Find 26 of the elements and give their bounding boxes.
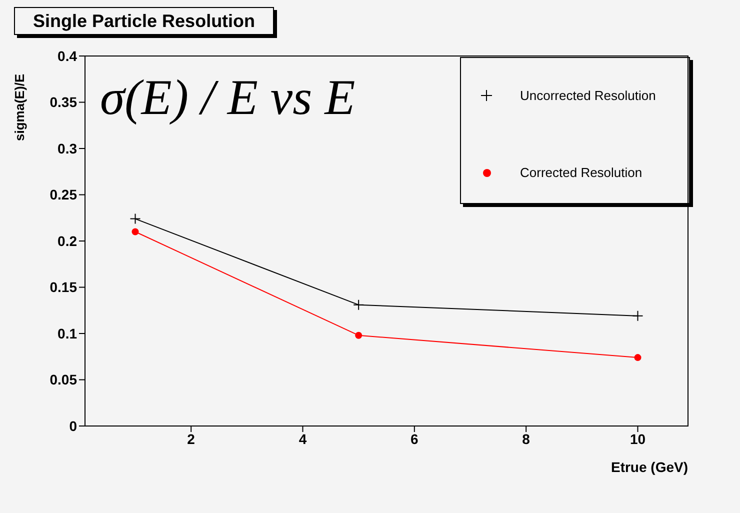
y-tick-label: 0.05	[50, 372, 78, 388]
x-axis-title: Etrue (GeV)	[610, 459, 688, 475]
point	[130, 213, 141, 224]
annotation: σ(E) / E vs E	[100, 68, 356, 126]
point	[355, 332, 362, 339]
point	[632, 310, 644, 322]
y-tick-label: 0	[69, 418, 78, 434]
x-tick-label: 2	[187, 430, 196, 447]
point	[132, 228, 139, 236]
x-tick-label: 8	[522, 430, 530, 447]
y-tick-label: 0.2	[58, 232, 78, 249]
y-axis-title: sigma(E)/E	[12, 73, 28, 141]
y-tick-label: 0.15	[50, 279, 78, 296]
y-tick-label: 0.35	[50, 94, 78, 110]
x-tick-label: 6	[410, 430, 419, 447]
chart-title: Single Particle Resolution	[14, 7, 274, 35]
legend-label: Uncorrected Resolution	[520, 88, 656, 103]
x-tick-label: 10	[630, 430, 646, 447]
point	[353, 299, 364, 310]
legend-label: Corrected Resolution	[520, 165, 642, 180]
point	[634, 354, 642, 362]
y-tick-label: 0.25	[50, 186, 78, 203]
y-tick-label: 0.3	[58, 140, 78, 156]
x-tick-label: 4	[298, 430, 307, 447]
y-tick-label: 0.4	[58, 48, 78, 64]
y-tick-label: 0.1	[58, 325, 78, 342]
